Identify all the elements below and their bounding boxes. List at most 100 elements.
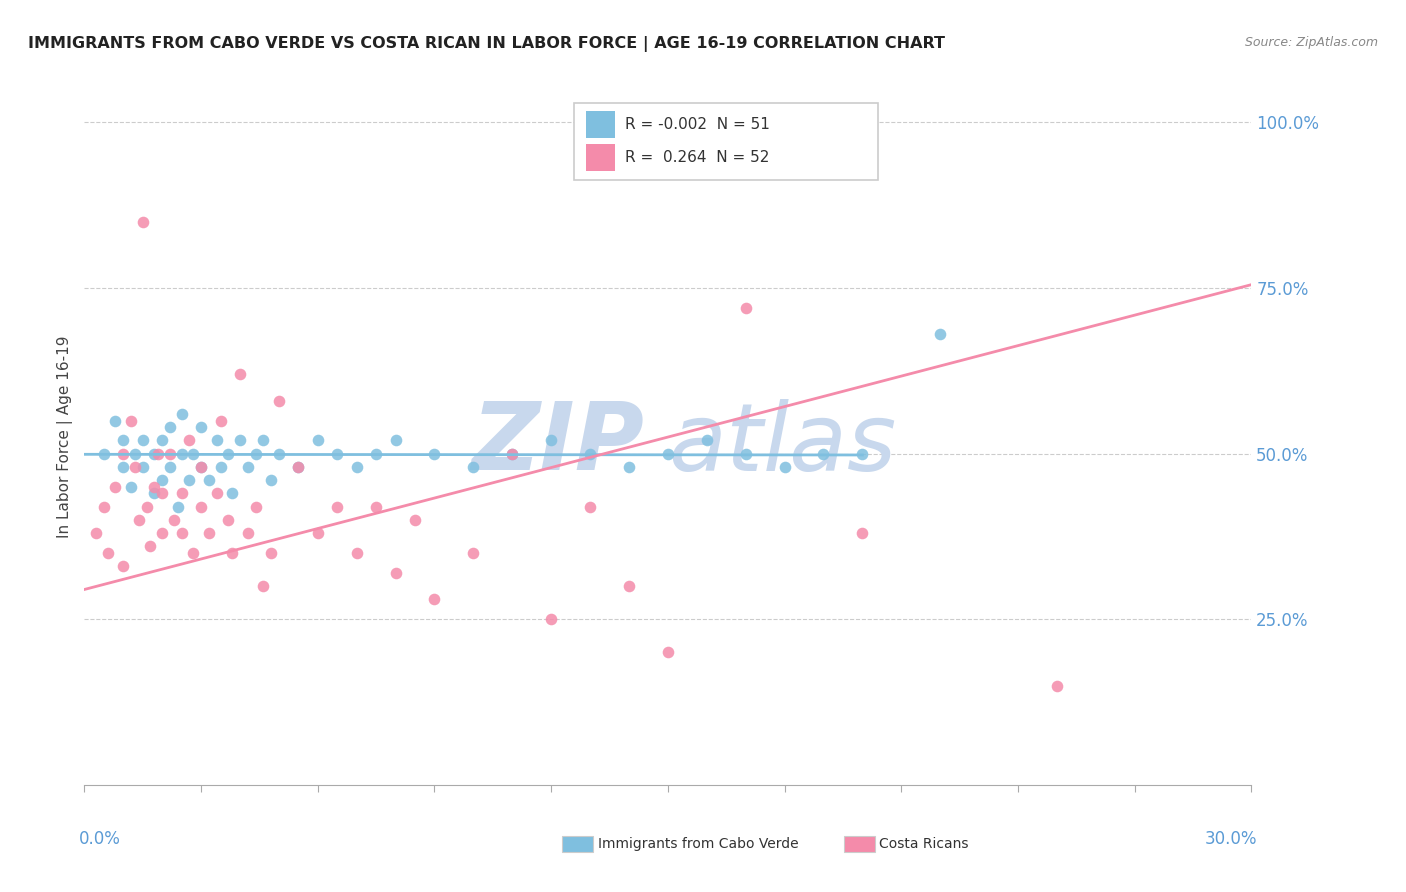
Text: R =  0.264  N = 52: R = 0.264 N = 52 <box>624 150 769 165</box>
Point <box>84 526 107 541</box>
Point <box>112 559 135 574</box>
Point <box>229 434 252 448</box>
Point <box>170 407 193 421</box>
Point <box>93 500 115 514</box>
Point <box>384 434 406 448</box>
Text: Costa Ricans: Costa Ricans <box>879 837 969 851</box>
Point <box>190 500 212 514</box>
Point <box>346 459 368 474</box>
Point <box>734 301 756 315</box>
Point <box>617 579 640 593</box>
Point <box>128 513 150 527</box>
Point <box>221 546 243 560</box>
Point <box>221 486 243 500</box>
Point <box>198 473 221 487</box>
Point <box>245 500 267 514</box>
Point <box>404 513 426 527</box>
Point <box>657 645 679 659</box>
Y-axis label: In Labor Force | Age 16-19: In Labor Force | Age 16-19 <box>58 335 73 539</box>
Point <box>120 413 142 427</box>
Point <box>150 486 173 500</box>
Point <box>540 434 562 448</box>
Point <box>132 459 155 474</box>
Text: Immigrants from Cabo Verde: Immigrants from Cabo Verde <box>598 837 799 851</box>
Point <box>198 526 221 541</box>
Point <box>287 459 309 474</box>
Point <box>209 413 232 427</box>
Bar <box>586 145 616 170</box>
Point <box>267 393 290 408</box>
Point <box>245 447 267 461</box>
Point <box>773 459 796 474</box>
Text: 30.0%: 30.0% <box>1205 830 1257 848</box>
Point <box>143 447 166 461</box>
Point <box>229 367 252 381</box>
Point <box>734 447 756 461</box>
Point <box>617 459 640 474</box>
Point <box>166 500 188 514</box>
Point <box>326 447 349 461</box>
Point <box>179 434 201 448</box>
Point <box>307 434 329 448</box>
Point <box>236 526 259 541</box>
Point <box>217 513 239 527</box>
Point <box>132 215 155 229</box>
Point <box>93 447 115 461</box>
Point <box>252 434 274 448</box>
Point <box>209 459 232 474</box>
Point <box>181 546 204 560</box>
Point <box>217 447 239 461</box>
Text: IMMIGRANTS FROM CABO VERDE VS COSTA RICAN IN LABOR FORCE | AGE 16-19 CORRELATION: IMMIGRANTS FROM CABO VERDE VS COSTA RICA… <box>28 36 945 52</box>
Point <box>143 486 166 500</box>
Point <box>159 447 181 461</box>
Point <box>190 420 212 434</box>
Point <box>851 447 873 461</box>
Point <box>139 540 162 554</box>
Point <box>135 500 157 514</box>
Bar <box>586 112 616 138</box>
Point <box>124 447 146 461</box>
Point <box>190 459 212 474</box>
Point <box>148 447 170 461</box>
Point <box>104 413 127 427</box>
Point <box>236 459 259 474</box>
Point <box>112 434 135 448</box>
Point <box>463 546 485 560</box>
Point <box>132 434 155 448</box>
Point <box>346 546 368 560</box>
Point <box>501 447 523 461</box>
Point <box>112 459 135 474</box>
Text: Source: ZipAtlas.com: Source: ZipAtlas.com <box>1244 36 1378 49</box>
Point <box>97 546 120 560</box>
Text: ZIP: ZIP <box>471 398 644 490</box>
Point <box>287 459 309 474</box>
Point <box>150 434 173 448</box>
Point <box>463 459 485 474</box>
Point <box>1046 679 1069 693</box>
Point <box>163 513 186 527</box>
Point <box>205 486 228 500</box>
Point <box>696 434 718 448</box>
Text: 0.0%: 0.0% <box>79 830 121 848</box>
Point <box>366 500 388 514</box>
Point <box>384 566 406 580</box>
Point <box>326 500 349 514</box>
Point <box>104 480 127 494</box>
Point <box>190 459 212 474</box>
Point <box>260 473 283 487</box>
Point <box>813 447 835 461</box>
Point <box>112 447 135 461</box>
Text: atlas: atlas <box>668 399 896 490</box>
Point <box>929 327 952 342</box>
Point <box>124 459 146 474</box>
Point <box>501 447 523 461</box>
Point <box>540 612 562 626</box>
Point <box>657 447 679 461</box>
Point <box>120 480 142 494</box>
Point <box>579 500 602 514</box>
Point <box>260 546 283 560</box>
Point <box>252 579 274 593</box>
Point <box>143 480 166 494</box>
Point <box>423 592 446 607</box>
Point <box>366 447 388 461</box>
